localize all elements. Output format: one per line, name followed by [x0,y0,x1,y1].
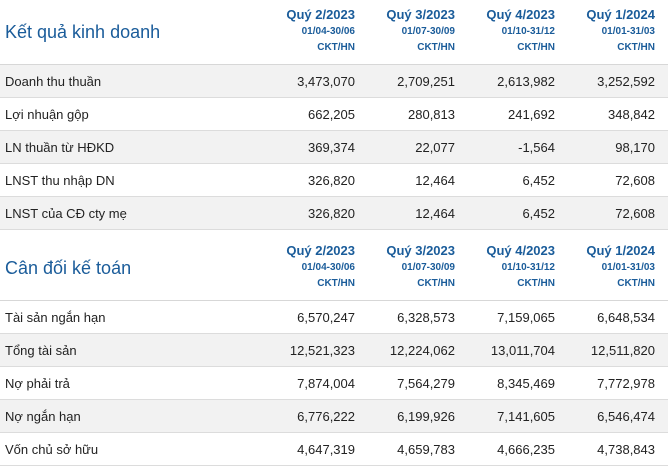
period-type: CKT/HN [617,42,655,53]
row-label: Nợ ngắn hạn [5,408,81,424]
period-quarter: Quý 2/2023 [286,7,355,22]
row-value: 6,452 [522,205,555,221]
income-section-title: Kết quả kinh doanh [5,21,161,42]
balance-section-title: Cân đối kế toán [5,257,132,278]
period-quarter: Quý 4/2023 [486,7,555,22]
period-type: CKT/HN [517,278,555,289]
row-label: LNST của CĐ cty mẹ [5,205,127,221]
row-value: 6,648,534 [597,309,655,325]
balance-period-header: Quý 2/2023 01/04-30/06 CKT/HN [255,236,359,300]
row-label: Nợ phải trả [5,375,70,391]
income-period-header: Quý 2/2023 01/04-30/06 CKT/HN [255,0,359,64]
income-header-row: Kết quả kinh doanh Quý 2/2023 01/04-30/0… [0,0,668,65]
period-quarter: Quý 1/2024 [586,7,655,22]
row-value: 12,224,062 [389,342,455,358]
row-value: 4,659,783 [397,441,455,457]
row-value: 326,820 [308,172,355,188]
table-row: LN thuần từ HĐKD 369,374 22,077 -1,564 9… [0,131,668,164]
row-value: 369,374 [308,139,355,155]
table-row: Tổng tài sản 12,521,323 12,224,062 13,01… [0,334,668,367]
row-value: 662,205 [308,106,355,122]
row-value: 2,709,251 [397,73,455,89]
period-type: CKT/HN [317,42,355,53]
row-label: Doanh thu thuần [5,73,102,89]
table-row: Vốn chủ sở hữu 4,647,319 4,659,783 4,666… [0,433,668,466]
income-statement-section: Kết quả kinh doanh Quý 2/2023 01/04-30/0… [0,0,668,230]
balance-header-row: Cân đối kế toán Quý 2/2023 01/04-30/06 C… [0,236,668,301]
period-range: 01/10-31/12 [501,26,555,37]
row-value: 7,874,004 [297,375,355,391]
row-value: 7,159,065 [497,309,555,325]
row-label: Vốn chủ sở hữu [5,441,99,457]
period-range: 01/07-30/09 [401,262,455,273]
row-label: LN thuần từ HĐKD [5,139,115,155]
row-value: 3,473,070 [297,73,355,89]
period-range: 01/01-31/03 [601,262,655,273]
row-value: 6,546,474 [597,408,655,424]
period-quarter: Quý 3/2023 [386,7,455,22]
row-value: 4,666,235 [497,441,555,457]
row-value: 7,772,978 [597,375,655,391]
row-label: Tổng tài sản [5,342,77,358]
table-row: Tài sản ngắn hạn 6,570,247 6,328,573 7,1… [0,301,668,334]
row-value: 72,608 [615,205,655,221]
period-range: 01/04-30/06 [301,262,355,273]
row-value: 22,077 [415,139,455,155]
table-row: LNST thu nhập DN 326,820 12,464 6,452 72… [0,164,668,197]
balance-period-header: Quý 1/2024 01/01-31/03 CKT/HN [559,236,659,300]
period-quarter: Quý 4/2023 [486,243,555,258]
row-value: 7,141,605 [497,408,555,424]
row-value: 12,464 [415,172,455,188]
row-value: 4,738,843 [597,441,655,457]
row-label: LNST thu nhập DN [5,172,115,188]
row-label: Tài sản ngắn hạn [5,309,106,325]
income-period-header: Quý 4/2023 01/10-31/12 CKT/HN [459,0,559,64]
row-value: 6,328,573 [397,309,455,325]
table-row: Doanh thu thuần 3,473,070 2,709,251 2,61… [0,65,668,98]
period-range: 01/10-31/12 [501,262,555,273]
row-value: 280,813 [408,106,455,122]
row-value: 241,692 [508,106,555,122]
balance-period-header: Quý 4/2023 01/10-31/12 CKT/HN [459,236,559,300]
income-period-header: Quý 3/2023 01/07-30/09 CKT/HN [359,0,459,64]
row-value: 6,776,222 [297,408,355,424]
table-row: Nợ phải trả 7,874,004 7,564,279 8,345,46… [0,367,668,400]
period-type: CKT/HN [517,42,555,53]
income-period-header: Quý 1/2024 01/01-31/03 CKT/HN [559,0,659,64]
row-value: 72,608 [615,172,655,188]
row-value: 12,464 [415,205,455,221]
row-value: 6,452 [522,172,555,188]
table-row: Lợi nhuận gộp 662,205 280,813 241,692 34… [0,98,668,131]
row-value: 12,511,820 [590,342,655,358]
period-quarter: Quý 3/2023 [386,243,455,258]
table-row: LNST của CĐ cty mẹ 326,820 12,464 6,452 … [0,197,668,230]
balance-period-header: Quý 3/2023 01/07-30/09 CKT/HN [359,236,459,300]
table-row: Nợ ngắn hạn 6,776,222 6,199,926 7,141,60… [0,400,668,433]
balance-sheet-section: Cân đối kế toán Quý 2/2023 01/04-30/06 C… [0,236,668,466]
period-range: 01/04-30/06 [301,26,355,37]
period-range: 01/07-30/09 [401,26,455,37]
row-value: 3,252,592 [597,73,655,89]
row-value: 13,011,704 [490,342,555,358]
row-value: 326,820 [308,205,355,221]
period-type: CKT/HN [617,278,655,289]
row-value: -1,564 [518,139,555,155]
period-type: CKT/HN [417,278,455,289]
period-range: 01/01-31/03 [601,26,655,37]
period-quarter: Quý 1/2024 [586,243,655,258]
period-quarter: Quý 2/2023 [286,243,355,258]
period-type: CKT/HN [317,278,355,289]
row-value: 348,842 [608,106,655,122]
row-value: 4,647,319 [297,441,355,457]
row-value: 8,345,469 [497,375,555,391]
row-value: 2,613,982 [497,73,555,89]
period-type: CKT/HN [417,42,455,53]
row-value: 6,199,926 [397,408,455,424]
row-value: 98,170 [615,139,655,155]
row-value: 6,570,247 [297,309,355,325]
row-value: 7,564,279 [397,375,455,391]
row-value: 12,521,323 [289,342,355,358]
row-label: Lợi nhuận gộp [5,106,89,122]
